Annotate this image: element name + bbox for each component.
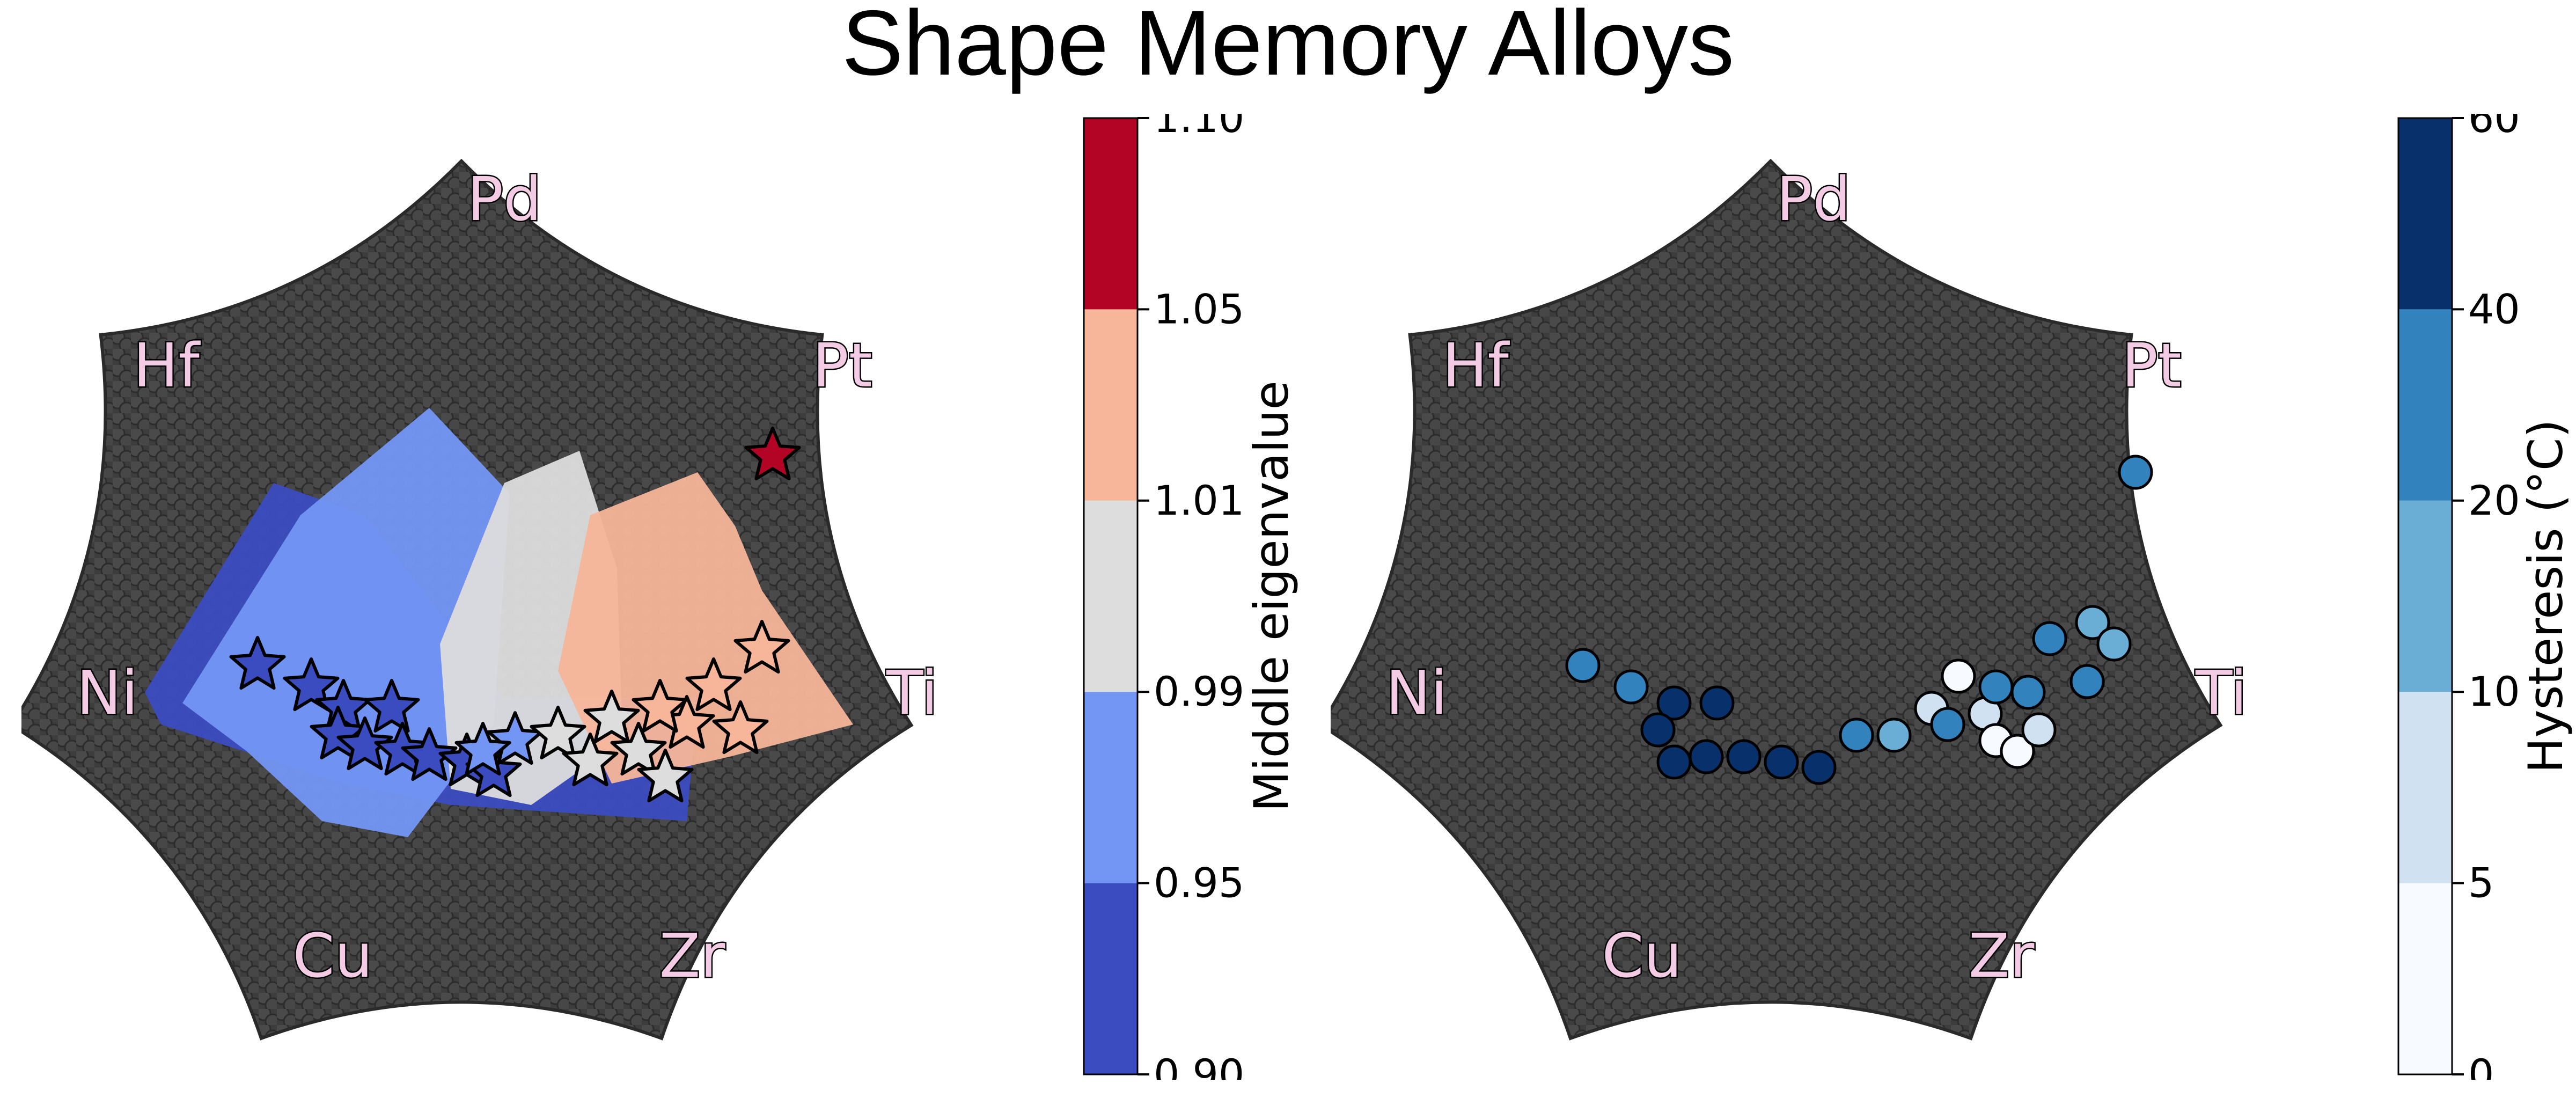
- colorbar-frame: [1083, 117, 1139, 1075]
- colorbar-segment: [1084, 883, 1137, 1074]
- circle-marker: [1801, 750, 1837, 785]
- element-label-ni: Ni: [77, 658, 138, 728]
- star-marker: [733, 620, 790, 674]
- element-label-pd: Pd: [467, 165, 542, 235]
- circle-marker: [1839, 718, 1874, 753]
- element-label-hf: Hf: [133, 331, 201, 401]
- circle-marker: [2021, 712, 2057, 748]
- colorbar-segment: [1084, 500, 1137, 692]
- star-marker: [685, 657, 742, 712]
- star-marker: [283, 657, 340, 712]
- element-label-ti: Ti: [2195, 658, 2247, 728]
- colorbar-segment: [1084, 118, 1137, 310]
- star-marker: [610, 722, 667, 776]
- circle-marker: [1930, 707, 1965, 742]
- colorbar-segment: [1084, 692, 1137, 883]
- colorbar-tick-label: 0.95: [1154, 859, 1244, 907]
- figure-title: Shape Memory Alloys: [841, 0, 1735, 94]
- circle-marker: [2075, 605, 2110, 640]
- colorbar-frame: [2397, 117, 2453, 1075]
- circle-marker: [1978, 669, 2014, 705]
- circle-marker: [1656, 685, 1692, 721]
- colorbar-segment: [2398, 692, 2452, 883]
- colorbar-segment: [2398, 500, 2452, 692]
- star-marker: [454, 722, 511, 776]
- circle-marker: [2096, 626, 2132, 662]
- star-marker: [712, 700, 769, 755]
- colorbar-segment: [2398, 883, 2452, 1074]
- star-marker: [363, 679, 420, 733]
- element-label-ti: Ti: [886, 658, 938, 728]
- star-markers: [229, 427, 801, 803]
- circle-markers: [1565, 455, 2153, 785]
- colorbar-tick-label: 0: [2468, 1050, 2494, 1080]
- element-label-ni: Ni: [1386, 658, 1448, 728]
- star-marker: [401, 727, 458, 781]
- colorbar-tick-label: 1.05: [1154, 285, 1244, 333]
- circle-marker: [1726, 739, 1762, 774]
- star-marker: [637, 749, 694, 803]
- colorbar-tick-label: 5: [2468, 859, 2494, 907]
- circle-marker: [1876, 718, 1912, 753]
- circle-marker: [1941, 658, 1976, 694]
- circle-marker: [1699, 685, 1735, 721]
- element-label-zr: Zr: [1969, 921, 2035, 991]
- circle-marker: [2000, 734, 2035, 769]
- colorbar-tick-label: 60: [2468, 114, 2520, 142]
- star-marker: [562, 733, 619, 787]
- star-marker: [744, 427, 801, 481]
- element-label-hf: Hf: [1442, 331, 1510, 401]
- colorbar-tick-label: 20: [2468, 477, 2520, 524]
- colorbar-tick-label: 1.10: [1154, 114, 1244, 142]
- right-composition-plot: Pd Pt Ti Zr Cu Ni Hf: [1331, 158, 2249, 1041]
- circle-marker: [1613, 669, 1649, 705]
- star-marker: [583, 690, 640, 744]
- circle-marker: [1565, 648, 1601, 683]
- star-marker: [336, 716, 393, 771]
- colorbar-segment: [2398, 118, 2452, 310]
- circle-marker: [2010, 675, 2046, 710]
- colorbar-tick-label: 1.01: [1154, 477, 1244, 524]
- colorbar-tick-label: 0.90: [1154, 1050, 1244, 1080]
- colorbar-tick-label: 0.99: [1154, 668, 1244, 715]
- composition-background: [1331, 158, 2223, 1041]
- element-label-pd: Pd: [1777, 165, 1851, 235]
- element-label-cu: Cu: [292, 921, 372, 991]
- element-label-zr: Zr: [659, 921, 726, 991]
- left-composition-plot: Pd Pt Ti Zr Cu Ni Hf: [21, 158, 940, 1041]
- colorbar-tick-label: 40: [2468, 285, 2520, 333]
- colorbar-segment: [2398, 309, 2452, 501]
- star-marker: [530, 706, 586, 760]
- left-colorbar: 0.90 0.95 0.99 1.01 1.05 1.10 Middle eigenvalu…: [1083, 114, 1299, 1080]
- element-label-cu: Cu: [1602, 921, 1682, 991]
- right-colorbar: 0 5 10 20 40 60 Hysteresis (°C): [2397, 114, 2573, 1080]
- circle-marker: [1656, 744, 1692, 780]
- colorbar-tick-label: 10: [2468, 668, 2520, 715]
- star-marker: [229, 636, 286, 690]
- circle-marker: [1640, 712, 1676, 748]
- element-label-pt: Pt: [812, 331, 872, 401]
- circle-marker: [2032, 621, 2067, 656]
- circle-marker: [1689, 739, 1724, 774]
- circle-marker: [2069, 664, 2105, 699]
- colorbar-segment: [1084, 309, 1137, 501]
- element-label-pt: Pt: [2122, 331, 2181, 401]
- colorbar-label: Hysteresis (°C): [2518, 419, 2573, 773]
- circle-marker: [2118, 455, 2153, 490]
- star-marker: [632, 679, 688, 733]
- colorbar-label: Middle eigenvalue: [1244, 380, 1299, 811]
- circle-marker: [1764, 744, 1799, 780]
